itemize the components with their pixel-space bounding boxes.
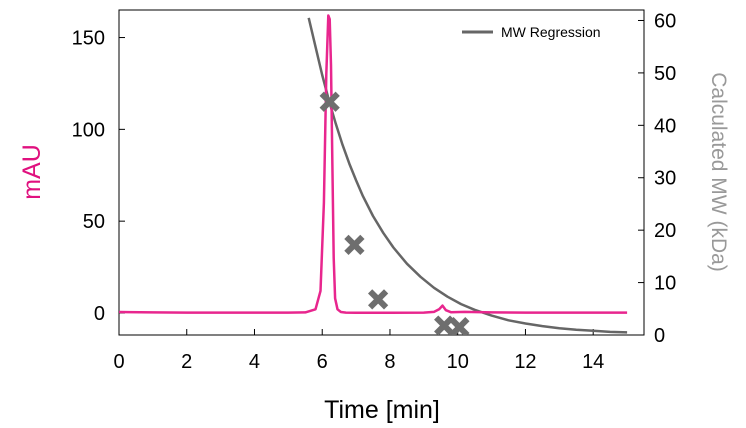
y2-tick-label: 30: [654, 168, 676, 190]
x-tick-label: 4: [249, 351, 260, 373]
y2-axis-ticks: 0 10 20 30 40 50 60: [638, 10, 676, 347]
standard-marker: [344, 234, 365, 255]
y-tick-label: 100: [72, 119, 105, 141]
standard-marker-stroke: [319, 91, 340, 112]
x-tick-label: 6: [317, 351, 328, 373]
plot-frame: [118, 9, 645, 336]
y2-axis-label: Calculated MW (kDa): [707, 72, 730, 272]
series-layer: [119, 14, 628, 335]
standard-marker-stroke: [449, 317, 470, 335]
standard-marker: [367, 289, 389, 310]
y-axis-ticks: 0 50 100 150: [72, 28, 125, 325]
x-tick-label: 14: [582, 351, 604, 373]
y-axis-label: mAU: [18, 144, 46, 200]
standard-marker: [449, 317, 470, 335]
x-tick-label: 12: [514, 351, 536, 373]
y2-tick-label: 60: [654, 10, 676, 32]
y-tick-label: 50: [83, 211, 105, 233]
y2-tick-label: 20: [654, 220, 676, 242]
x-tick-label: 8: [384, 351, 395, 373]
standard-marker: [434, 315, 455, 335]
legend: MW Regression: [462, 24, 601, 40]
y2-tick-label: 10: [654, 273, 676, 295]
standard-marker-stroke: [434, 315, 455, 335]
y2-tick-label: 0: [654, 325, 665, 347]
x-axis-label: Time [min]: [324, 396, 440, 423]
x-tick-label: 10: [447, 351, 469, 373]
standard-marker-stroke: [367, 289, 389, 310]
x-tick-label: 0: [113, 351, 124, 373]
chromatogram-line: [119, 14, 628, 315]
x-tick-label: 2: [181, 351, 192, 373]
legend-label-mw-regression: MW Regression: [501, 24, 601, 40]
mw-regression-line: [307, 17, 628, 334]
y2-tick-label: 50: [654, 63, 676, 85]
x-axis-ticks: 0 2 4 6 8 10 12 14: [113, 329, 604, 373]
standard-marker-stroke: [344, 234, 365, 255]
y-tick-label: 0: [94, 303, 105, 325]
y2-tick-label: 40: [654, 115, 676, 137]
y-tick-label: 150: [72, 28, 105, 50]
standard-marker: [319, 91, 340, 112]
